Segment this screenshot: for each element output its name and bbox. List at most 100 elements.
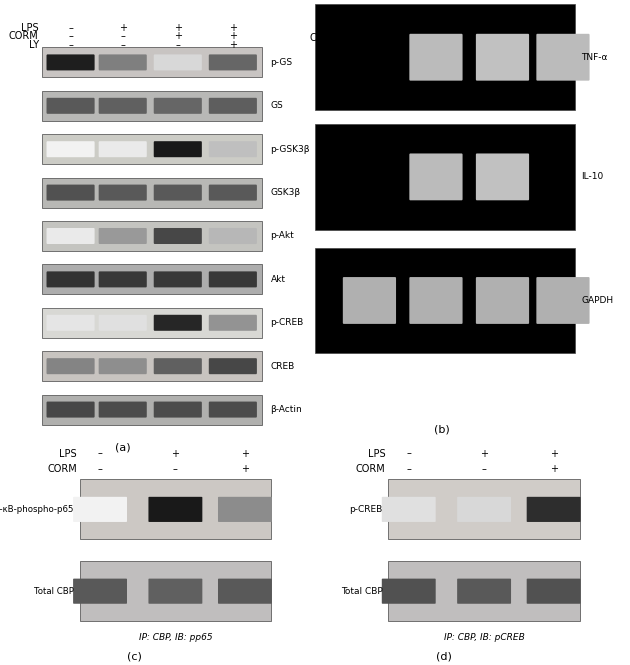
FancyBboxPatch shape (209, 98, 257, 114)
Text: –: – (120, 31, 125, 41)
Text: +: + (559, 41, 567, 51)
FancyBboxPatch shape (382, 497, 436, 522)
FancyBboxPatch shape (527, 579, 581, 604)
Text: IP: CBP, IB: pCREB: IP: CBP, IB: pCREB (444, 633, 524, 642)
FancyBboxPatch shape (209, 185, 257, 201)
FancyBboxPatch shape (382, 579, 436, 604)
FancyBboxPatch shape (154, 185, 202, 201)
Text: IL-10: IL-10 (581, 172, 604, 182)
FancyBboxPatch shape (47, 55, 94, 70)
Text: +: + (498, 25, 507, 35)
FancyBboxPatch shape (47, 315, 94, 331)
Text: Total CBP: Total CBP (341, 587, 382, 596)
FancyBboxPatch shape (99, 228, 147, 244)
FancyBboxPatch shape (209, 228, 257, 244)
FancyBboxPatch shape (154, 315, 202, 331)
FancyBboxPatch shape (457, 579, 511, 604)
FancyBboxPatch shape (209, 55, 257, 70)
FancyBboxPatch shape (389, 561, 580, 621)
Text: LPS: LPS (321, 25, 339, 35)
Text: p-GS: p-GS (270, 58, 293, 67)
Text: CORM: CORM (47, 464, 77, 475)
FancyBboxPatch shape (315, 4, 575, 110)
FancyBboxPatch shape (410, 34, 462, 80)
Text: p-CREB: p-CREB (270, 319, 304, 327)
Text: +: + (480, 448, 488, 459)
FancyBboxPatch shape (154, 141, 202, 157)
FancyBboxPatch shape (218, 579, 272, 604)
FancyBboxPatch shape (42, 90, 262, 121)
FancyBboxPatch shape (209, 271, 257, 287)
FancyBboxPatch shape (99, 271, 147, 287)
Text: –: – (120, 40, 125, 50)
Text: –: – (98, 464, 103, 475)
FancyBboxPatch shape (536, 34, 590, 80)
Text: CORM: CORM (309, 33, 339, 43)
Text: LPS: LPS (21, 23, 38, 33)
Text: –: – (173, 464, 178, 475)
FancyBboxPatch shape (99, 315, 147, 331)
FancyBboxPatch shape (99, 55, 147, 70)
FancyBboxPatch shape (42, 221, 262, 251)
Text: –: – (68, 31, 73, 41)
Text: +: + (549, 464, 558, 475)
FancyBboxPatch shape (42, 308, 262, 338)
Text: +: + (241, 448, 249, 459)
FancyBboxPatch shape (149, 497, 202, 522)
Text: LPS: LPS (59, 448, 77, 459)
FancyBboxPatch shape (47, 98, 94, 114)
Text: +: + (498, 33, 507, 43)
FancyBboxPatch shape (42, 351, 262, 381)
Text: p-CREB: p-CREB (350, 505, 382, 514)
Text: (a): (a) (115, 443, 130, 453)
Text: –: – (367, 25, 372, 35)
FancyBboxPatch shape (42, 178, 262, 207)
FancyBboxPatch shape (99, 98, 147, 114)
FancyBboxPatch shape (99, 358, 147, 374)
FancyBboxPatch shape (410, 154, 462, 200)
FancyBboxPatch shape (42, 134, 262, 164)
FancyBboxPatch shape (154, 402, 202, 418)
FancyBboxPatch shape (73, 497, 127, 522)
FancyBboxPatch shape (99, 402, 147, 418)
Text: TNF-α: TNF-α (581, 53, 607, 62)
Text: LY: LY (329, 41, 339, 51)
FancyBboxPatch shape (99, 185, 147, 201)
Text: LPS: LPS (368, 448, 386, 459)
Text: +: + (229, 23, 237, 33)
FancyBboxPatch shape (47, 358, 94, 374)
FancyBboxPatch shape (476, 154, 529, 200)
Text: LY: LY (28, 40, 38, 50)
Text: +: + (118, 23, 127, 33)
FancyBboxPatch shape (389, 479, 580, 539)
Text: +: + (549, 448, 558, 459)
FancyBboxPatch shape (410, 277, 462, 324)
FancyBboxPatch shape (47, 271, 94, 287)
Text: β-Actin: β-Actin (270, 405, 302, 414)
Text: –: – (433, 33, 438, 43)
Text: –: – (482, 464, 486, 475)
Text: –: – (406, 464, 411, 475)
Text: –: – (68, 23, 73, 33)
FancyBboxPatch shape (343, 277, 396, 324)
Text: GS: GS (270, 101, 284, 110)
Text: +: + (559, 25, 567, 35)
Text: (b): (b) (434, 424, 450, 434)
FancyBboxPatch shape (209, 402, 257, 418)
FancyBboxPatch shape (476, 34, 529, 80)
Text: NF-κB-phospho-p65: NF-κB-phospho-p65 (0, 505, 74, 514)
Text: (c): (c) (127, 651, 142, 661)
Text: –: – (175, 40, 180, 50)
Text: +: + (229, 31, 237, 41)
FancyBboxPatch shape (42, 47, 262, 77)
Text: +: + (174, 23, 182, 33)
Text: IP: CBP, IB: pp65: IP: CBP, IB: pp65 (139, 633, 212, 642)
Text: p-GSK3β: p-GSK3β (270, 145, 310, 154)
FancyBboxPatch shape (209, 358, 257, 374)
FancyBboxPatch shape (527, 497, 581, 522)
FancyBboxPatch shape (218, 497, 272, 522)
FancyBboxPatch shape (209, 315, 257, 331)
FancyBboxPatch shape (476, 277, 529, 324)
FancyBboxPatch shape (149, 579, 202, 604)
Text: GAPDH: GAPDH (581, 296, 613, 305)
